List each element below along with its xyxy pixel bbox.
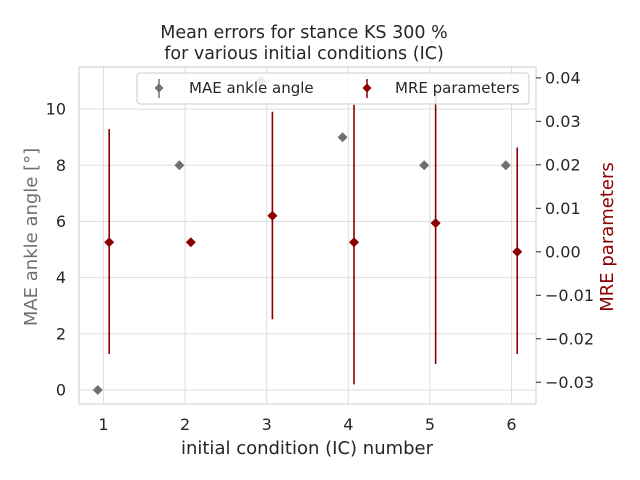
- mre-point: [512, 246, 523, 257]
- y-right-tick-label: −0.02: [545, 329, 594, 348]
- y-right-tick-label: 0.03: [545, 112, 581, 131]
- chart-title-line-2: for various initial conditions (IC): [164, 44, 444, 64]
- y-right-tick-label: 0.00: [545, 242, 581, 261]
- x-axis-label: initial condition (IC) number: [181, 438, 434, 459]
- y-left-tick-label: 10: [46, 100, 66, 119]
- y-left-tick-label: 0: [56, 380, 66, 399]
- mae-point: [500, 160, 511, 171]
- mre-point: [267, 210, 278, 221]
- y-right-tick-label: −0.03: [545, 373, 594, 392]
- legend: MAE ankle angle MRE parameters: [136, 72, 530, 105]
- y-left-tick-label: 8: [56, 156, 66, 175]
- mre-point: [349, 237, 360, 248]
- y-right-tick-label: 0.02: [545, 155, 581, 174]
- y-left-tick-label: 4: [56, 268, 66, 287]
- chart-title-line-1: Mean errors for stance KS 300 %: [160, 23, 447, 43]
- y-right-tick-label: 0.01: [545, 199, 581, 218]
- mae-point: [419, 160, 430, 171]
- y-right-tick-label: −0.01: [545, 286, 594, 305]
- legend-marker-mre: [362, 79, 372, 98]
- x-tick-label: 6: [506, 415, 516, 434]
- plot-frame: [78, 66, 537, 405]
- y-left-tick-label: 6: [56, 212, 66, 231]
- x-tick-label: 5: [425, 415, 435, 434]
- y-left-axis-label: MAE ankle angle [°]: [21, 148, 42, 326]
- x-tick-label: 1: [98, 415, 108, 434]
- legend-marker-mae: [154, 79, 164, 98]
- mre-point: [104, 237, 115, 248]
- x-tick-label: 3: [262, 415, 272, 434]
- mae-point: [337, 132, 348, 143]
- y-left-tick-label: 2: [56, 324, 66, 343]
- y-right-tick-label: 0.04: [545, 68, 581, 87]
- series-layer: [92, 76, 523, 395]
- y-right-axis-label: MRE parameters: [597, 162, 618, 312]
- x-tick-label: 4: [343, 415, 353, 434]
- grid-layer: [79, 67, 536, 404]
- ticks-layer: 1 2 3 4 5 6 0 2 4 6 8 10 0.04 0.03 0.02 0.01 0.00 −0.01 −0…: [46, 68, 594, 434]
- x-tick-label: 2: [180, 415, 190, 434]
- legend-box: [136, 72, 530, 105]
- legend-label-mre: MRE parameters: [395, 79, 520, 97]
- legend-label-mae: MAE ankle angle: [189, 79, 314, 97]
- mre-point: [430, 218, 441, 229]
- mae-point: [92, 384, 103, 395]
- mre-point: [185, 237, 196, 248]
- mae-point: [174, 160, 185, 171]
